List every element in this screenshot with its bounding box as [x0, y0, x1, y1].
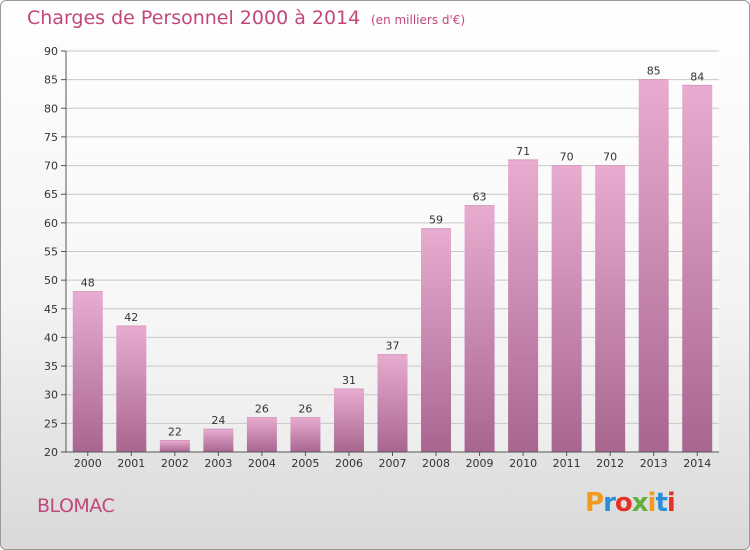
y-axis: 20 25 30 35 40 45 50 55 60 65 70 75 80 85 90	[44, 45, 67, 459]
x-tick-label: 2007	[379, 457, 407, 470]
bars-group	[72, 79, 713, 453]
data-label: 42	[124, 311, 138, 324]
y-tick-label: 75	[44, 131, 58, 144]
x-tick-label: 2009	[466, 457, 494, 470]
bar	[203, 429, 234, 452]
y-tick-label: 70	[44, 160, 58, 173]
data-label: 31	[342, 374, 356, 387]
bar	[333, 388, 364, 452]
bar	[551, 165, 582, 453]
bar	[421, 228, 452, 452]
x-tick-label: 2010	[509, 457, 537, 470]
data-label: 22	[168, 426, 182, 439]
y-tick-label: 30	[44, 389, 58, 402]
data-label: 24	[211, 414, 225, 427]
y-tick-label: 55	[44, 246, 58, 259]
data-label: 70	[560, 151, 574, 164]
y-tick-label: 80	[44, 102, 58, 115]
bar	[159, 440, 190, 452]
bar	[246, 417, 277, 452]
chart-subtitle: (en milliers d'€)	[371, 13, 466, 27]
data-label: 84	[690, 70, 704, 83]
bar	[464, 205, 495, 452]
x-tick-label: 2014	[683, 457, 711, 470]
x-tick-label: 2013	[640, 457, 668, 470]
x-tick-label: 2012	[596, 457, 624, 470]
y-tick-label: 35	[44, 360, 58, 373]
x-tick-label: 2000	[74, 457, 102, 470]
x-tick-label: 2001	[117, 457, 145, 470]
commune-name: BLOMAC	[37, 495, 115, 517]
data-label: 48	[81, 277, 95, 290]
y-tick-label: 25	[44, 417, 58, 430]
data-label: 26	[298, 403, 312, 416]
data-label: 37	[386, 340, 400, 353]
bar	[595, 165, 626, 453]
data-label: 26	[255, 403, 269, 416]
x-tick-label: 2005	[291, 457, 319, 470]
chart-title: Charges de Personnel 2000 à 2014	[27, 7, 361, 29]
data-label: 59	[429, 214, 443, 227]
bar	[377, 354, 408, 452]
y-tick-label: 20	[44, 446, 58, 459]
y-tick-label: 65	[44, 188, 58, 201]
proxiti-logo: Proxiti	[585, 488, 676, 518]
x-tick-label: 2006	[335, 457, 363, 470]
y-tick-label: 45	[44, 303, 58, 316]
x-tick-label: 2011	[553, 457, 581, 470]
y-tick-label: 50	[44, 274, 58, 287]
bar	[290, 417, 321, 452]
x-axis: 2000 2001 2002 2003 2004 2005 2006 2007 2008 2009…	[66, 451, 719, 470]
bar	[682, 85, 713, 452]
y-tick-label: 40	[44, 331, 58, 344]
y-tick-label: 60	[44, 217, 58, 230]
data-label: 70	[603, 151, 617, 164]
x-tick-label: 2003	[204, 457, 232, 470]
y-tick-label: 90	[44, 45, 58, 58]
data-labels-group: 48 42 22 24 26 26 31 37 59 63 71 70 70 85 84	[81, 65, 704, 439]
data-label: 63	[473, 191, 487, 204]
y-tick-label: 85	[44, 74, 58, 87]
data-label: 85	[647, 65, 661, 78]
bar	[508, 159, 539, 453]
bar	[72, 291, 103, 452]
x-tick-label: 2008	[422, 457, 450, 470]
x-tick-label: 2004	[248, 457, 276, 470]
bar	[638, 79, 669, 453]
x-tick-label: 2002	[161, 457, 189, 470]
data-label: 71	[516, 145, 530, 158]
bar	[116, 325, 147, 452]
